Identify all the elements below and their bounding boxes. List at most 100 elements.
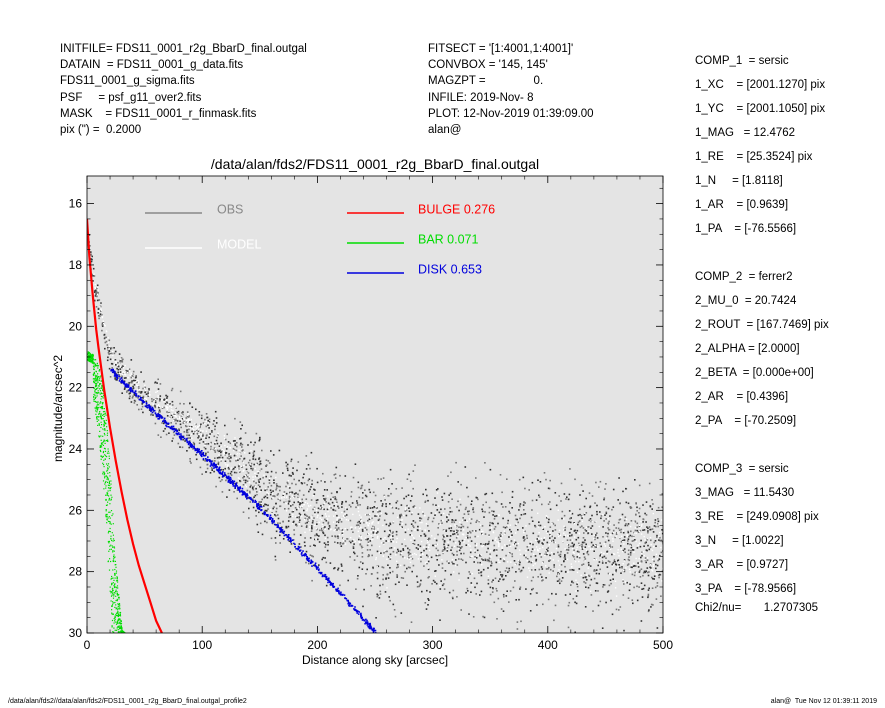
obs-point <box>559 553 562 556</box>
model-point <box>377 535 379 538</box>
obs-point <box>569 569 571 571</box>
disk-point <box>294 546 296 548</box>
model-point <box>360 516 362 518</box>
obs-point <box>405 495 408 498</box>
obs-point <box>257 472 260 474</box>
obs-point <box>623 559 626 561</box>
obs-point <box>186 429 188 431</box>
model-point <box>198 426 200 428</box>
bar-point <box>102 455 104 457</box>
obs-point <box>292 521 295 524</box>
obs-point <box>565 549 568 551</box>
model-point <box>476 543 478 545</box>
obs-point <box>292 473 294 475</box>
obs-point <box>632 602 634 605</box>
header-left-block: INITFILE= FDS11_0001_r2g_BbarD_final.out… <box>60 41 307 138</box>
obs-point <box>530 579 533 582</box>
bar-point <box>111 582 113 584</box>
obs-point <box>361 552 364 554</box>
model-point <box>310 504 312 507</box>
obs-point <box>612 578 614 580</box>
obs-point <box>582 563 585 565</box>
obs-point <box>624 524 627 527</box>
obs-point <box>404 523 407 526</box>
obs-point <box>387 564 389 566</box>
obs-point <box>519 561 521 564</box>
obs-point <box>259 438 261 441</box>
obs-point <box>607 507 610 510</box>
obs-point <box>234 444 237 447</box>
obs-point <box>529 542 531 545</box>
obs-point <box>307 518 309 521</box>
obs-point <box>547 598 550 601</box>
obs-point <box>476 497 478 499</box>
obs-point <box>279 542 281 544</box>
model-point <box>223 438 226 440</box>
disk-point <box>338 591 340 594</box>
obs-point <box>371 517 373 520</box>
model-point <box>291 522 294 525</box>
obs-point <box>369 491 371 494</box>
obs-point <box>435 504 437 506</box>
disk-point <box>254 501 256 503</box>
obs-point <box>253 444 255 446</box>
obs-point <box>279 534 281 537</box>
obs-point <box>489 553 491 555</box>
model-point <box>469 545 471 547</box>
bar-point <box>102 464 105 466</box>
obs-point <box>186 450 188 452</box>
obs-point <box>379 593 382 595</box>
model-point <box>344 528 346 530</box>
model-point <box>504 533 506 535</box>
obs-point <box>211 430 213 432</box>
bar-point <box>114 577 116 579</box>
model-point <box>311 515 313 517</box>
model-point <box>192 426 194 428</box>
model-point <box>196 427 198 429</box>
obs-point <box>290 460 292 463</box>
model-point <box>298 523 300 525</box>
obs-point <box>443 536 445 538</box>
disk-point <box>348 605 351 607</box>
obs-point <box>426 562 428 565</box>
model-point <box>197 429 199 431</box>
model-point <box>415 553 417 556</box>
obs-point <box>361 530 364 532</box>
obs-point <box>95 293 97 295</box>
model-point <box>533 553 535 555</box>
model-point <box>628 568 631 570</box>
obs-point <box>310 451 313 454</box>
obs-point <box>387 556 390 558</box>
bar-point <box>92 362 94 364</box>
model-point <box>194 425 196 428</box>
model-point <box>216 435 219 437</box>
bar-point <box>117 626 119 628</box>
obs-point <box>566 552 569 554</box>
obs-point <box>599 554 601 557</box>
obs-point <box>364 489 366 491</box>
obs-point <box>180 436 182 439</box>
obs-point <box>234 417 236 420</box>
obs-point <box>199 431 202 433</box>
disk-point <box>113 375 116 377</box>
obs-point <box>243 475 245 478</box>
obs-point <box>628 556 630 558</box>
obs-point <box>610 582 612 585</box>
model-point <box>165 405 167 407</box>
model-point <box>549 557 552 559</box>
bar-point <box>93 397 95 399</box>
obs-point <box>451 519 453 521</box>
obs-point <box>350 528 353 530</box>
obs-point <box>574 631 576 633</box>
bar-point <box>88 360 91 362</box>
disk-point <box>205 458 207 460</box>
obs-point <box>457 481 459 483</box>
obs-point <box>335 466 338 469</box>
obs-point <box>466 535 469 537</box>
obs-point <box>486 558 489 561</box>
obs-point <box>633 586 635 589</box>
model-point <box>371 523 373 525</box>
obs-point <box>396 500 399 502</box>
disk-point <box>198 448 200 451</box>
obs-point <box>640 582 643 584</box>
